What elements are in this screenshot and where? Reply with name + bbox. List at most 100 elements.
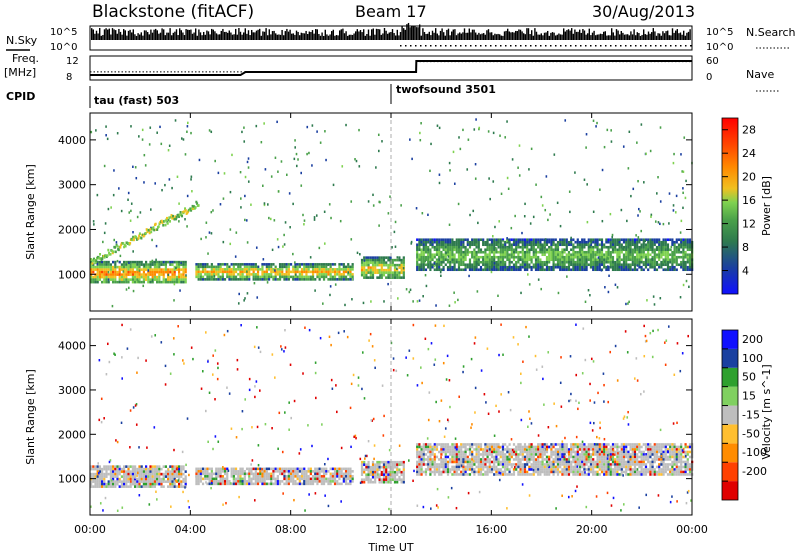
nsky-bar — [311, 30, 314, 40]
heatmap-cell — [160, 482, 163, 486]
nsky-bar — [681, 34, 683, 40]
nsky-bar — [510, 32, 512, 40]
heatmap-cell — [530, 255, 533, 259]
heatmap-cell — [664, 255, 667, 259]
heatmap-cell — [197, 472, 200, 476]
heatmap-cell — [234, 263, 238, 266]
heatmap-cell — [504, 468, 507, 471]
heatmap-cell — [682, 255, 685, 259]
nsky-bar — [463, 28, 466, 40]
heatmap-cell — [460, 450, 463, 454]
heatmap-cell — [534, 265, 538, 269]
heatmap-cell — [389, 271, 392, 274]
heatmap-cell — [138, 263, 141, 266]
heatmap-cell — [261, 275, 264, 279]
heatmap-cell — [464, 245, 467, 249]
heatmap-cell — [114, 470, 117, 473]
heatmap-cell — [511, 158, 514, 161]
heatmap-cell — [235, 231, 238, 234]
heatmap-cell — [112, 465, 115, 468]
nsky-bar — [476, 34, 478, 40]
heatmap-cell — [232, 273, 235, 276]
heatmap-cell — [497, 263, 500, 267]
heatmap-cell — [464, 455, 467, 459]
heatmap-cell — [618, 250, 621, 254]
heatmap-cell — [99, 253, 102, 256]
heatmap-cell — [444, 253, 447, 257]
heatmap-cell — [653, 268, 656, 272]
heatmap-cell — [445, 251, 447, 255]
heatmap-cell — [550, 258, 553, 262]
heatmap-cell — [501, 473, 505, 476]
heatmap-cell — [116, 480, 119, 483]
heatmap-cell — [499, 248, 502, 252]
heatmap-cell — [504, 243, 507, 247]
heatmap-cell — [493, 253, 496, 257]
heatmap-cell — [422, 445, 425, 449]
nsky-bar — [409, 27, 411, 40]
heatmap-cell — [484, 258, 487, 262]
heatmap-cell — [190, 209, 193, 212]
heatmap-cell — [570, 263, 573, 267]
heatmap-cell — [649, 263, 652, 267]
heatmap-cell — [526, 268, 529, 272]
heatmap-cell — [396, 273, 399, 277]
heatmap-cell — [429, 268, 432, 272]
heatmap-cell — [605, 245, 608, 249]
heatmap-cell — [600, 245, 604, 249]
heatmap-cell — [173, 467, 176, 471]
heatmap-cell — [521, 455, 524, 459]
heatmap-cell — [118, 268, 121, 271]
heatmap-cell — [314, 270, 317, 274]
heatmap-cell — [351, 265, 354, 269]
heatmap-cell — [427, 248, 430, 252]
heatmap-cell — [416, 450, 419, 454]
heatmap-cell — [664, 253, 667, 257]
heatmap-cell — [547, 218, 549, 222]
heatmap-cell — [684, 243, 687, 247]
heatmap-cell — [105, 268, 108, 271]
heatmap-cell — [618, 248, 621, 252]
heatmap-cell — [167, 268, 170, 271]
heatmap-cell — [685, 179, 687, 183]
heatmap-cell — [289, 472, 293, 476]
heatmap-cell — [631, 248, 634, 252]
heatmap-cell — [510, 453, 513, 456]
heatmap-cell — [380, 478, 383, 482]
heatmap-cell — [658, 248, 661, 252]
heatmap-cell — [369, 256, 372, 259]
heatmap-cell — [451, 255, 454, 259]
heatmap-cell — [473, 448, 476, 451]
heatmap-cell — [274, 269, 276, 272]
heatmap-cell — [585, 253, 588, 257]
heatmap-cell — [120, 275, 123, 279]
heatmap-cell — [493, 245, 496, 249]
heatmap-cell — [521, 240, 524, 244]
heatmap-cell — [96, 262, 99, 266]
heatmap-cell — [504, 248, 507, 252]
heatmap-cell — [468, 243, 472, 247]
heatmap-cell — [586, 183, 588, 186]
heatmap-cell — [171, 482, 174, 486]
heatmap-cell — [221, 475, 224, 478]
heatmap-cell — [476, 290, 479, 293]
heatmap-cell — [129, 265, 132, 269]
heatmap-cell — [438, 258, 441, 262]
heatmap-cell — [254, 477, 257, 481]
nsearch-dot — [520, 45, 522, 47]
heatmap-cell — [123, 280, 126, 284]
heatmap-cell — [150, 208, 152, 211]
nsky-bar — [103, 29, 106, 40]
heatmap-cell — [182, 485, 185, 488]
heatmap-cell — [105, 280, 108, 284]
heatmap-cell — [349, 470, 352, 473]
heatmap-cell — [145, 263, 148, 266]
heatmap-cell — [322, 278, 326, 281]
heatmap-cell — [499, 263, 502, 267]
heatmap-cell — [649, 245, 652, 249]
heatmap-cell — [640, 245, 643, 249]
heatmap-cell — [473, 268, 476, 272]
heatmap-cell — [510, 245, 513, 249]
heatmap-cell — [283, 263, 286, 266]
heatmap-cell — [374, 470, 377, 474]
